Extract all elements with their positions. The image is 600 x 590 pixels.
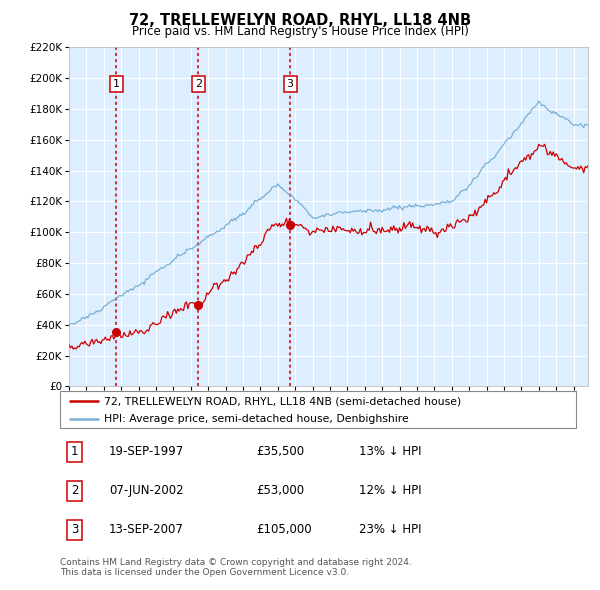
Text: 1: 1: [71, 445, 78, 458]
Text: 07-JUN-2002: 07-JUN-2002: [109, 484, 184, 497]
Text: 19-SEP-1997: 19-SEP-1997: [109, 445, 184, 458]
Text: 3: 3: [71, 523, 78, 536]
Text: £35,500: £35,500: [256, 445, 304, 458]
Text: £53,000: £53,000: [256, 484, 304, 497]
Text: 72, TRELLEWELYN ROAD, RHYL, LL18 4NB (semi-detached house): 72, TRELLEWELYN ROAD, RHYL, LL18 4NB (se…: [104, 396, 461, 407]
Text: 2: 2: [71, 484, 78, 497]
Text: 72, TRELLEWELYN ROAD, RHYL, LL18 4NB: 72, TRELLEWELYN ROAD, RHYL, LL18 4NB: [129, 13, 471, 28]
Text: 2: 2: [195, 79, 202, 89]
Text: 3: 3: [287, 79, 293, 89]
Text: 23% ↓ HPI: 23% ↓ HPI: [359, 523, 422, 536]
Text: Contains HM Land Registry data © Crown copyright and database right 2024.: Contains HM Land Registry data © Crown c…: [60, 558, 412, 566]
Text: 12% ↓ HPI: 12% ↓ HPI: [359, 484, 422, 497]
Text: 13-SEP-2007: 13-SEP-2007: [109, 523, 184, 536]
Text: HPI: Average price, semi-detached house, Denbighshire: HPI: Average price, semi-detached house,…: [104, 414, 409, 424]
Text: £105,000: £105,000: [256, 523, 312, 536]
Text: This data is licensed under the Open Government Licence v3.0.: This data is licensed under the Open Gov…: [60, 568, 349, 577]
FancyBboxPatch shape: [60, 391, 576, 428]
Text: 13% ↓ HPI: 13% ↓ HPI: [359, 445, 422, 458]
Text: 1: 1: [113, 79, 120, 89]
Text: Price paid vs. HM Land Registry's House Price Index (HPI): Price paid vs. HM Land Registry's House …: [131, 25, 469, 38]
